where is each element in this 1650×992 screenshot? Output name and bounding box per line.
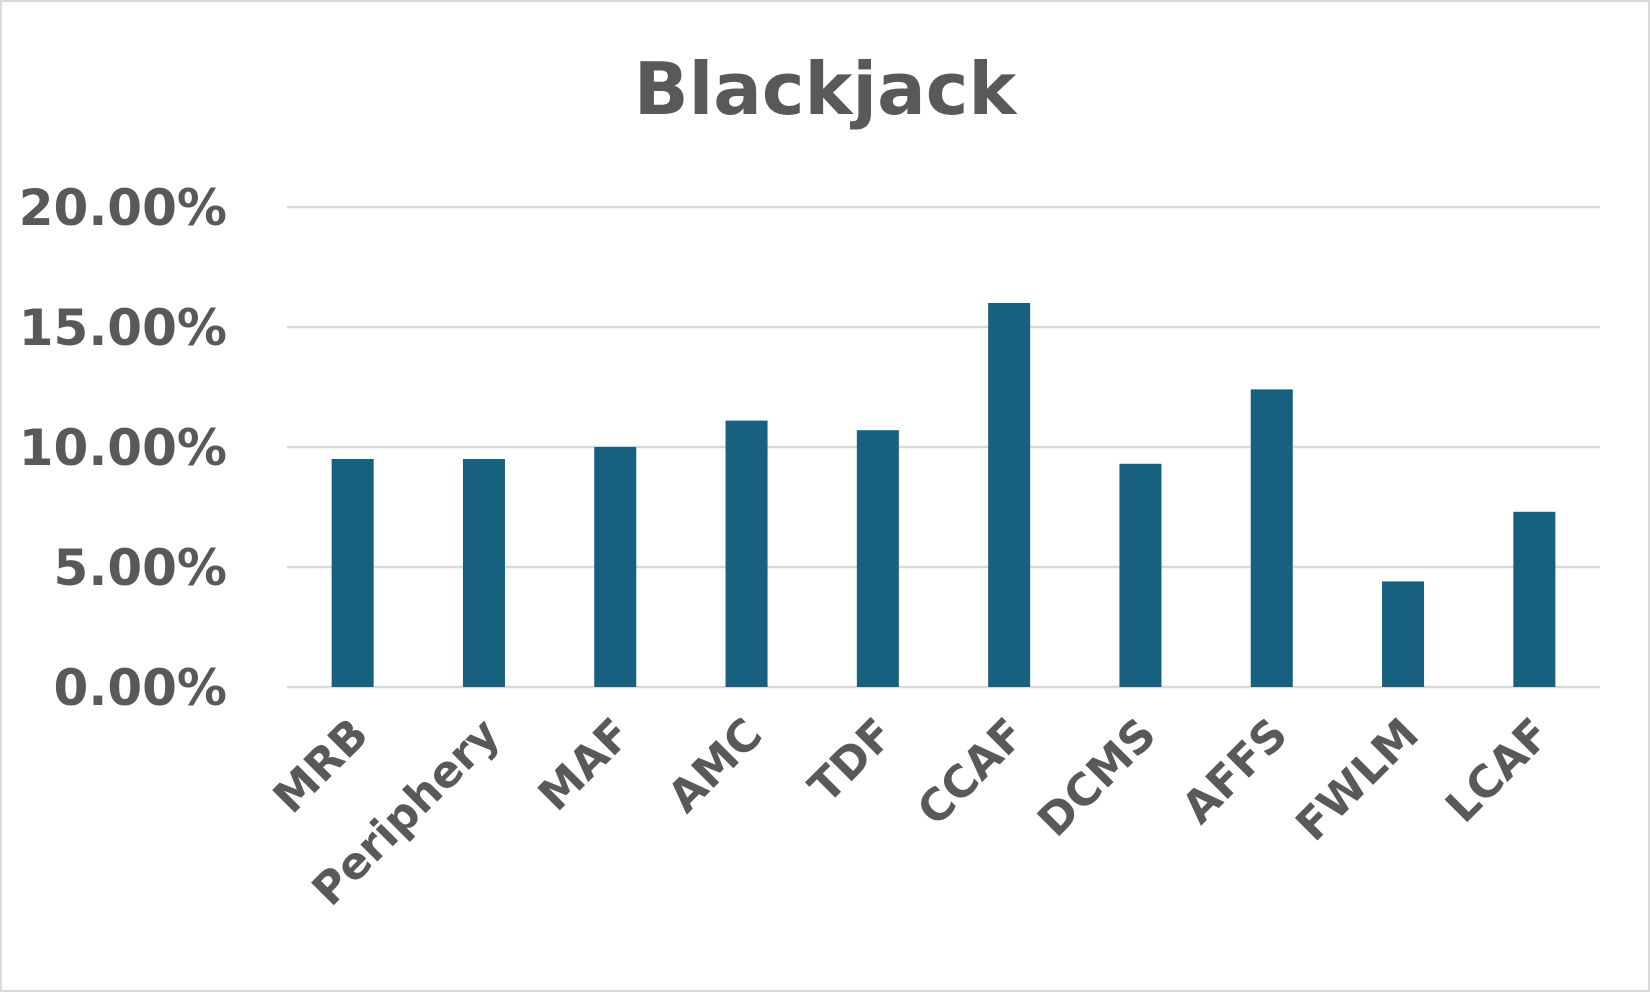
bar-ccaf — [988, 303, 1031, 687]
x-tick-label: FWLM — [1286, 709, 1428, 851]
bars — [331, 303, 1556, 687]
y-tick-label: 10.00% — [19, 419, 227, 477]
x-tick-label: TDF — [799, 709, 903, 813]
bar-dcms — [1119, 463, 1162, 687]
y-tick-label: 0.00% — [54, 659, 227, 717]
x-tick-label: AFFS — [1172, 709, 1297, 834]
bar-mrb — [331, 459, 374, 687]
x-tick-label: LCAF — [1436, 709, 1560, 833]
y-tick-label: 5.00% — [54, 539, 227, 597]
bar-maf — [594, 447, 637, 687]
x-tick-label: MRB — [264, 709, 379, 824]
chart-title: Blackjack — [634, 47, 1019, 131]
y-tick-label: 15.00% — [19, 299, 227, 357]
bar-tdf — [856, 430, 899, 687]
bar-amc — [725, 420, 768, 687]
gridlines — [287, 205, 1600, 689]
bar-fwlm — [1382, 581, 1425, 687]
x-tick-label: MAF — [529, 709, 641, 821]
x-tick-label: CCAF — [908, 709, 1035, 836]
y-axis-tick-labels: 0.00% 5.00% 10.00% 15.00% 20.00% — [19, 179, 227, 717]
x-tick-label: DCMS — [1028, 709, 1166, 847]
bar-periphery — [462, 459, 505, 687]
x-tick-label: AMC — [658, 709, 772, 823]
bar-affs — [1250, 389, 1293, 687]
y-tick-label: 20.00% — [19, 179, 227, 237]
bar-lcaf — [1513, 511, 1556, 687]
